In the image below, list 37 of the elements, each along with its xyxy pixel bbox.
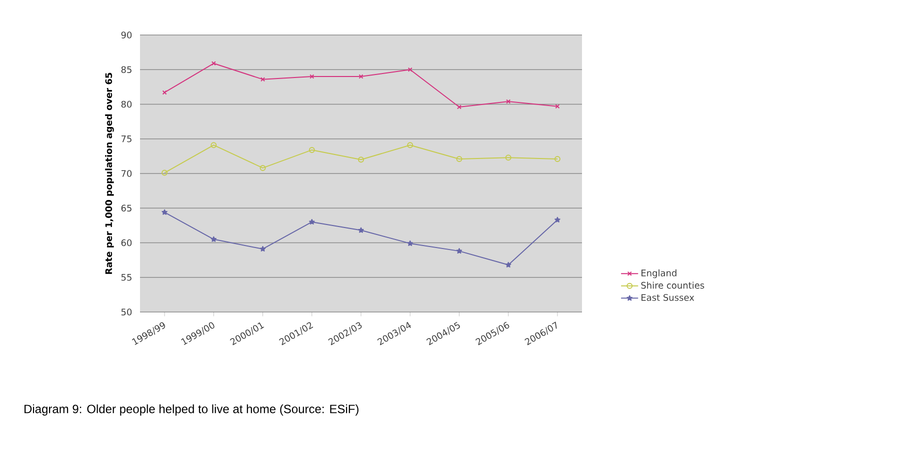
point: [505, 262, 512, 268]
point: [210, 236, 217, 242]
y-tick-label: 55: [121, 274, 132, 281]
y-tick-label: 60: [121, 239, 132, 246]
point: [260, 164, 266, 171]
point: [554, 216, 560, 222]
legend-label: England: [642, 269, 676, 278]
point: [505, 154, 512, 161]
point: [309, 218, 315, 224]
y-tick-label: 70: [121, 170, 132, 177]
point: [310, 74, 314, 79]
point: [358, 156, 364, 163]
point: [162, 209, 168, 215]
y-tick-label: 50: [121, 308, 132, 316]
y-tick-label: 65: [121, 204, 132, 212]
y-tick-label: 75: [121, 136, 132, 142]
legend-label: East Sussex: [642, 294, 694, 301]
point: [408, 67, 412, 72]
point: [407, 142, 414, 148]
point: [260, 246, 266, 252]
point: [456, 104, 462, 110]
text: Diagram 9: Older people helped to live at home (Source: ESiF): [24, 404, 358, 416]
point: [308, 146, 315, 153]
point: [260, 77, 266, 82]
y-tick-label: 90: [121, 32, 132, 38]
point: [506, 99, 511, 104]
y-tick-label: 85: [121, 66, 132, 74]
point: [210, 142, 217, 148]
y-tick-label: 80: [121, 100, 132, 108]
point: [456, 156, 462, 162]
y-axis-title: Rate per 1,000 population aged over 65: [105, 72, 114, 274]
point: [358, 74, 364, 79]
point: [407, 240, 413, 246]
point: [456, 248, 462, 254]
legend-label: Shire counties: [641, 282, 704, 289]
point: [358, 227, 364, 233]
point: [211, 61, 216, 66]
